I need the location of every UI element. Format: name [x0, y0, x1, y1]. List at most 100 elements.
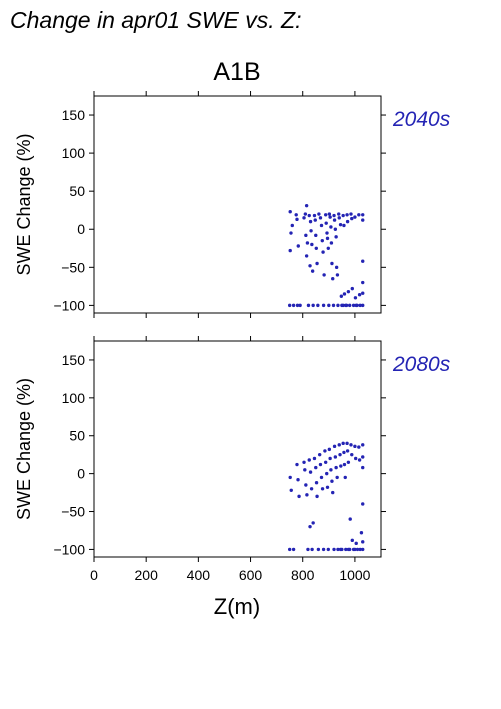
data-point [332, 213, 336, 218]
data-point [291, 303, 296, 308]
data-point [333, 455, 338, 459]
data-point [327, 447, 332, 452]
data-point [335, 273, 340, 277]
data-point [304, 233, 308, 238]
data-point [302, 460, 306, 464]
data-point [353, 547, 357, 552]
data-point [297, 494, 301, 499]
data-point [325, 231, 329, 235]
data-point [310, 242, 314, 247]
data-point [313, 218, 317, 222]
y-tick-label: −100 [53, 541, 85, 557]
data-point [316, 547, 321, 552]
data-point [361, 259, 365, 263]
data-point [350, 538, 354, 543]
data-point [311, 303, 315, 308]
data-point [361, 455, 365, 459]
data-point [325, 236, 330, 241]
data-point [332, 218, 337, 222]
data-point [341, 213, 345, 218]
data-point [318, 462, 323, 467]
data-point [361, 465, 365, 470]
data-point [353, 456, 358, 461]
panel-period-label: 2040s [392, 108, 451, 131]
data-point [298, 303, 302, 308]
data-point [346, 547, 351, 552]
data-point [314, 233, 318, 238]
data-point [323, 213, 328, 217]
data-point [341, 441, 345, 446]
data-point [290, 223, 294, 228]
x-tick-label: 200 [135, 567, 159, 583]
y-tick-label: −50 [61, 504, 85, 520]
data-point [314, 246, 318, 250]
data-point [310, 547, 314, 552]
data-point [328, 456, 332, 461]
data-point [337, 443, 341, 447]
y-tick-label: 50 [69, 428, 85, 444]
data-point [322, 273, 326, 277]
data-point [334, 265, 339, 270]
data-point [314, 481, 319, 485]
data-point [345, 441, 349, 446]
y-tick-label: −100 [53, 297, 85, 313]
data-point [334, 465, 338, 470]
data-point [317, 452, 322, 457]
data-point [312, 213, 317, 218]
data-point [315, 494, 319, 499]
data-point [342, 292, 347, 296]
data-point [326, 246, 330, 250]
x-axis-label: Z(m) [214, 594, 260, 619]
data-point [361, 502, 365, 506]
data-point [348, 517, 352, 521]
data-point [350, 216, 354, 221]
data-point [302, 216, 306, 220]
data-point [347, 303, 352, 308]
data-point [346, 289, 351, 294]
data-point [329, 225, 333, 229]
data-point [346, 460, 351, 464]
data-point [357, 445, 361, 449]
data-point [342, 450, 346, 455]
data-point [355, 547, 360, 552]
data-point [329, 468, 333, 472]
data-point [296, 244, 300, 248]
data-point [308, 524, 312, 529]
data-point [325, 471, 329, 476]
panel-period-label: 2080s [392, 353, 451, 376]
y-tick-label: 50 [69, 183, 85, 199]
data-point [304, 254, 309, 258]
data-point [358, 547, 362, 552]
figure-subtitle: A1B [213, 58, 260, 86]
data-point [324, 221, 328, 225]
x-tick-label: 600 [239, 567, 263, 583]
data-point [320, 238, 324, 243]
data-point [351, 303, 356, 308]
data-point [287, 547, 292, 552]
data-point [329, 241, 334, 245]
data-point [321, 547, 326, 552]
data-point [357, 213, 361, 217]
data-point [337, 216, 341, 220]
data-point [330, 479, 334, 483]
data-point [305, 241, 310, 245]
data-point [305, 493, 309, 497]
data-point [361, 443, 365, 447]
data-point [295, 462, 299, 467]
data-point [291, 547, 296, 552]
data-point [335, 475, 339, 480]
plot-frame [93, 95, 382, 314]
data-point [326, 547, 330, 552]
data-point [289, 231, 293, 235]
data-point [307, 213, 311, 218]
data-point [331, 277, 335, 281]
y-tick-label: −50 [61, 259, 85, 275]
data-point [327, 303, 331, 308]
data-point [308, 264, 312, 268]
data-point [307, 458, 311, 462]
data-point [353, 444, 357, 449]
data-point [358, 303, 362, 308]
data-point [355, 303, 359, 308]
